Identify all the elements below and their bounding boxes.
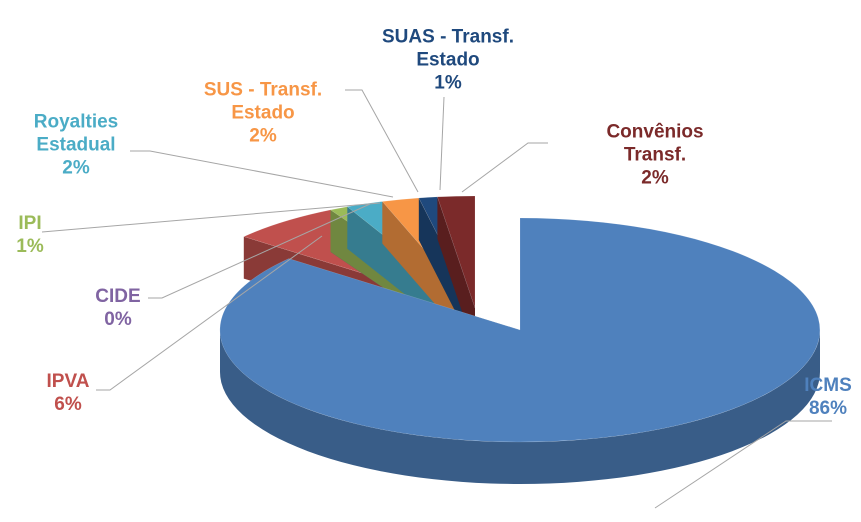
category-label: IPVA [46,371,90,392]
slice-side [220,330,820,484]
data-label: IPI 1% [16,212,43,258]
slice [219,217,821,443]
value-label: 2% [641,167,669,189]
value-label: 1% [16,236,44,257]
data-label: SUS - Transf. Estado 2% [204,79,322,148]
slice-side [437,196,475,350]
data-label: Convênios Transf. 2% [606,121,703,190]
value-label: 86% [808,398,848,419]
leader-line [96,235,323,391]
value-label: 1% [434,72,462,94]
data-label: Royalties Estadual 2% [34,111,118,180]
data-label: SUAS - Transf. Estado 1% [382,26,514,95]
value-label: 0% [104,309,132,330]
value-label: 2% [249,125,277,147]
leader-line [654,420,832,509]
category-label: ICMS [804,375,852,396]
category-label: IPI [18,213,42,234]
slice [437,195,476,309]
leader-line [345,89,419,193]
data-label: CIDE 0% [95,285,140,331]
leader-line [41,202,381,233]
leader-line [148,203,371,299]
value-label: 6% [54,394,82,415]
data-label: IPVA 6% [47,370,90,416]
leader-line [439,96,445,191]
category-label: SUS - Transf. Estado [203,79,323,124]
leader-line [461,142,548,193]
category-label: Convênios Transf. [606,121,704,166]
category-label: CIDE [95,286,141,307]
leader-line [130,150,394,198]
data-label: ICMS 86% [804,374,852,420]
value-label: 2% [62,157,90,179]
category-label: SUAS - Transf. Estado [382,26,514,71]
category-label: Royalties Estadual [33,111,119,156]
